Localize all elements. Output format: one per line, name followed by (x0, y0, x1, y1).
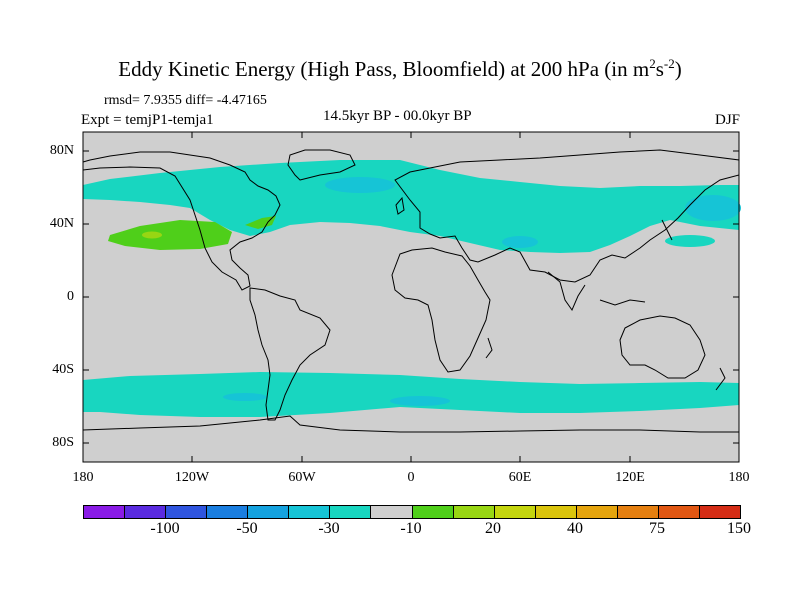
lat-label-80n: 80N (49, 143, 74, 158)
colorbar-swatch (207, 506, 249, 518)
lon-label-60e: 60E (508, 470, 532, 485)
lat-label-40n: 40N (49, 216, 74, 231)
colorbar-label: -30 (318, 520, 340, 537)
colorbar-swatch (494, 506, 536, 518)
colorbar-swatch (371, 506, 413, 518)
pacific-positive-anomaly (108, 220, 232, 250)
colorbar-swatch (617, 506, 659, 518)
coast-south-america (249, 287, 331, 421)
period-label: 14.5kyr BP - 00.0kyr BP (323, 108, 472, 124)
map-title: Eddy Kinetic Energy (High Pass, Bloomfie… (118, 56, 682, 81)
coast-eurasia (394, 149, 740, 283)
sh-core-minus30-b (223, 393, 267, 401)
colorbar-label: -10 (400, 520, 422, 537)
colorbar (83, 505, 741, 519)
nh-core-minus30-atlantic (325, 177, 395, 193)
season-label: DJF (714, 112, 740, 128)
experiment-label: Expt = temjP1-temja1 (81, 112, 214, 128)
coast-madagascar (485, 337, 493, 359)
colorbar-swatch (453, 506, 495, 518)
lon-label-60w: 60W (288, 470, 316, 485)
stats-text: rmsd= 7.9355 diff= -4.47165 (104, 93, 267, 108)
colorbar-label: 75 (649, 520, 665, 537)
colorbar-label: -50 (236, 520, 258, 537)
colorbar-swatch (330, 506, 372, 518)
colorbar-swatch (576, 506, 618, 518)
colorbar-swatch (84, 506, 126, 518)
lon-label-180w: 180 (72, 470, 94, 485)
colorbar-swatch (289, 506, 331, 518)
nh-band-minus10 (83, 160, 739, 253)
nh-blob-minus10-pacific (665, 235, 715, 247)
colorbar-swatch (125, 506, 167, 518)
colorbar-swatch (699, 506, 740, 518)
coast-britain (395, 196, 405, 215)
pacific-positive-core (142, 231, 162, 239)
lat-label-40s: 40S (52, 362, 74, 377)
coast-antarctica (82, 415, 739, 433)
coast-north-america (82, 151, 281, 291)
colorbar-swatch (535, 506, 577, 518)
lat-label-80s: 80S (52, 435, 74, 450)
sh-core-minus30-a (390, 396, 450, 406)
nh-core-minus30-med (502, 236, 538, 248)
coast-greenland (287, 149, 356, 181)
coast-australia (619, 315, 706, 379)
colorbar-swatch (412, 506, 454, 518)
colorbar-label: 150 (727, 520, 751, 537)
colorbar-swatch (658, 506, 700, 518)
lon-label-120w: 120W (174, 470, 210, 485)
atlantic-positive-anomaly (245, 216, 276, 229)
lat-label-0: 0 (67, 289, 74, 304)
coast-new-zealand (715, 367, 726, 391)
coast-japan (661, 219, 673, 241)
colorbar-swatch (166, 506, 208, 518)
colorbar-label: -100 (150, 520, 180, 537)
coast-indonesia (599, 299, 646, 306)
colorbar-label: 40 (567, 520, 583, 537)
colorbar-label: 20 (485, 520, 501, 537)
sh-band-minus10 (83, 372, 739, 417)
nh-core-minus30-pacific (685, 195, 741, 221)
coast-africa (391, 247, 491, 373)
coast-india (547, 271, 586, 312)
colorbar-swatch (248, 506, 290, 518)
lon-label-180e: 180 (728, 470, 750, 485)
lon-label-0: 0 (407, 470, 415, 485)
lon-label-120e: 120E (615, 470, 645, 485)
